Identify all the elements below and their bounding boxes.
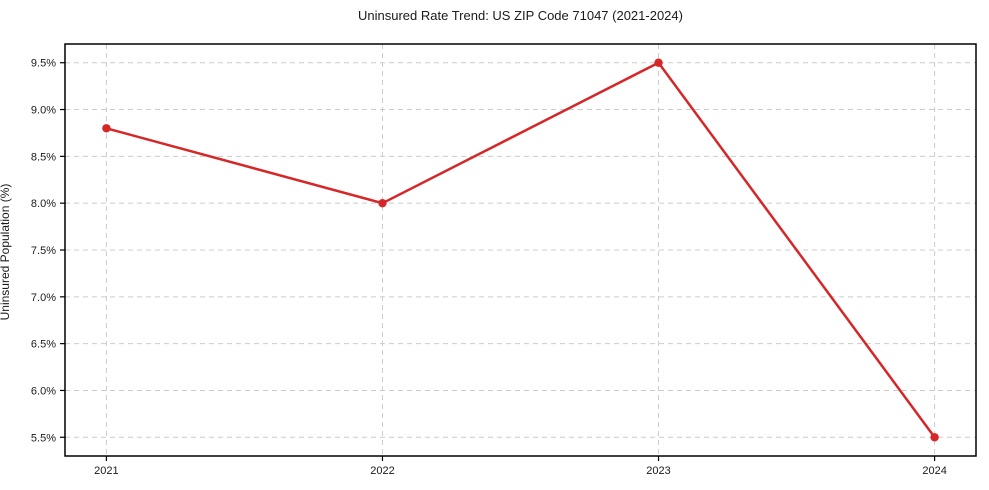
y-tick-label: 6.5% bbox=[31, 339, 56, 351]
y-tick-label: 6.0% bbox=[31, 385, 56, 397]
data-point bbox=[930, 433, 939, 442]
y-tick-label: 7.5% bbox=[31, 245, 56, 257]
y-tick-label: 8.0% bbox=[31, 198, 56, 210]
data-point bbox=[378, 198, 387, 208]
y-tick-label: 7.0% bbox=[31, 292, 56, 304]
y-tick-label: 9.5% bbox=[31, 58, 56, 70]
trend-line bbox=[105, 61, 936, 439]
axes-frame bbox=[64, 43, 977, 457]
x-tick-label: 2022 bbox=[370, 465, 394, 477]
data-point bbox=[654, 58, 663, 67]
x-tick-label: 2024 bbox=[922, 465, 946, 477]
x-tick-label: 2023 bbox=[646, 465, 670, 477]
y-tick-label: 9.0% bbox=[31, 105, 56, 117]
x-tick-label: 2021 bbox=[94, 465, 118, 477]
data-point bbox=[102, 124, 111, 133]
y-tick-label: 5.5% bbox=[31, 432, 56, 444]
y-tick-label: 8.5% bbox=[31, 151, 56, 163]
chart-title: Uninsured Rate Trend: US ZIP Code 71047 … bbox=[358, 8, 683, 23]
